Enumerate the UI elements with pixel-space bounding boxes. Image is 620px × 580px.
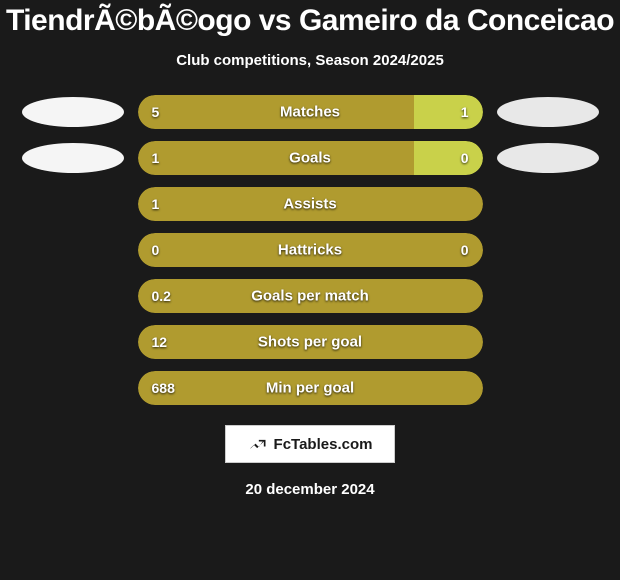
badge-placeholder: [497, 235, 599, 265]
page-title: TiendrÃ©bÃ©ogo vs Gameiro da Conceicao: [6, 4, 614, 38]
badge-placeholder: [497, 281, 599, 311]
badge-placeholder: [497, 189, 599, 219]
stat-bar: Goals per match 0.2: [138, 279, 483, 313]
stat-bar: Hattricks 0 0: [138, 233, 483, 267]
date-label: 20 december 2024: [245, 481, 374, 498]
stat-value-right: 0: [461, 242, 469, 258]
stat-row: Min per goal 688: [0, 371, 620, 405]
stat-label: Hattricks: [278, 242, 342, 259]
bar-segment-right: [414, 141, 483, 175]
bar-segment-left: [138, 141, 414, 175]
stat-value-left: 0: [152, 242, 160, 258]
badge-placeholder: [22, 189, 124, 219]
stat-bar: Matches 5 1: [138, 95, 483, 129]
bar-segment-right: [414, 95, 483, 129]
stat-bar: Min per goal 688: [138, 371, 483, 405]
player1-badge: [22, 97, 124, 127]
stat-value-right: 0: [461, 150, 469, 166]
stat-row: Assists 1: [0, 187, 620, 221]
stat-label: Assists: [283, 196, 336, 213]
stat-label: Goals: [289, 150, 331, 167]
stat-bar: Assists 1: [138, 187, 483, 221]
stat-value-left: 0.2: [152, 288, 171, 304]
stat-value-left: 1: [152, 150, 160, 166]
player2-badge: [497, 143, 599, 173]
stat-row: Hattricks 0 0: [0, 233, 620, 267]
stat-row: Shots per goal 12: [0, 325, 620, 359]
stat-value-left: 12: [152, 334, 168, 350]
stat-label: Goals per match: [251, 288, 369, 305]
badge-placeholder: [22, 373, 124, 403]
subtitle: Club competitions, Season 2024/2025: [176, 52, 444, 69]
stat-label: Shots per goal: [258, 334, 362, 351]
stat-bar: Shots per goal 12: [138, 325, 483, 359]
stat-value-left: 5: [152, 104, 160, 120]
stat-value-left: 1: [152, 196, 160, 212]
stat-row: Matches 5 1: [0, 95, 620, 129]
attribution-badge: FcTables.com: [225, 425, 396, 463]
player2-badge: [497, 97, 599, 127]
chart-icon: [248, 434, 268, 454]
badge-placeholder: [22, 327, 124, 357]
bar-segment-left: [138, 95, 414, 129]
stat-bar: Goals 1 0: [138, 141, 483, 175]
stat-label: Matches: [280, 104, 340, 121]
comparison-infographic: TiendrÃ©bÃ©ogo vs Gameiro da Conceicao C…: [0, 0, 620, 580]
stat-row: Goals 1 0: [0, 141, 620, 175]
badge-placeholder: [22, 235, 124, 265]
stats-area: Matches51Goals10Assists1Hattricks00Goals…: [0, 95, 620, 405]
attribution-text: FcTables.com: [274, 436, 373, 453]
badge-placeholder: [22, 281, 124, 311]
badge-placeholder: [497, 327, 599, 357]
stat-row: Goals per match 0.2: [0, 279, 620, 313]
stat-value-right: 1: [461, 104, 469, 120]
player1-badge: [22, 143, 124, 173]
stat-value-left: 688: [152, 380, 175, 396]
badge-placeholder: [497, 373, 599, 403]
stat-label: Min per goal: [266, 380, 354, 397]
